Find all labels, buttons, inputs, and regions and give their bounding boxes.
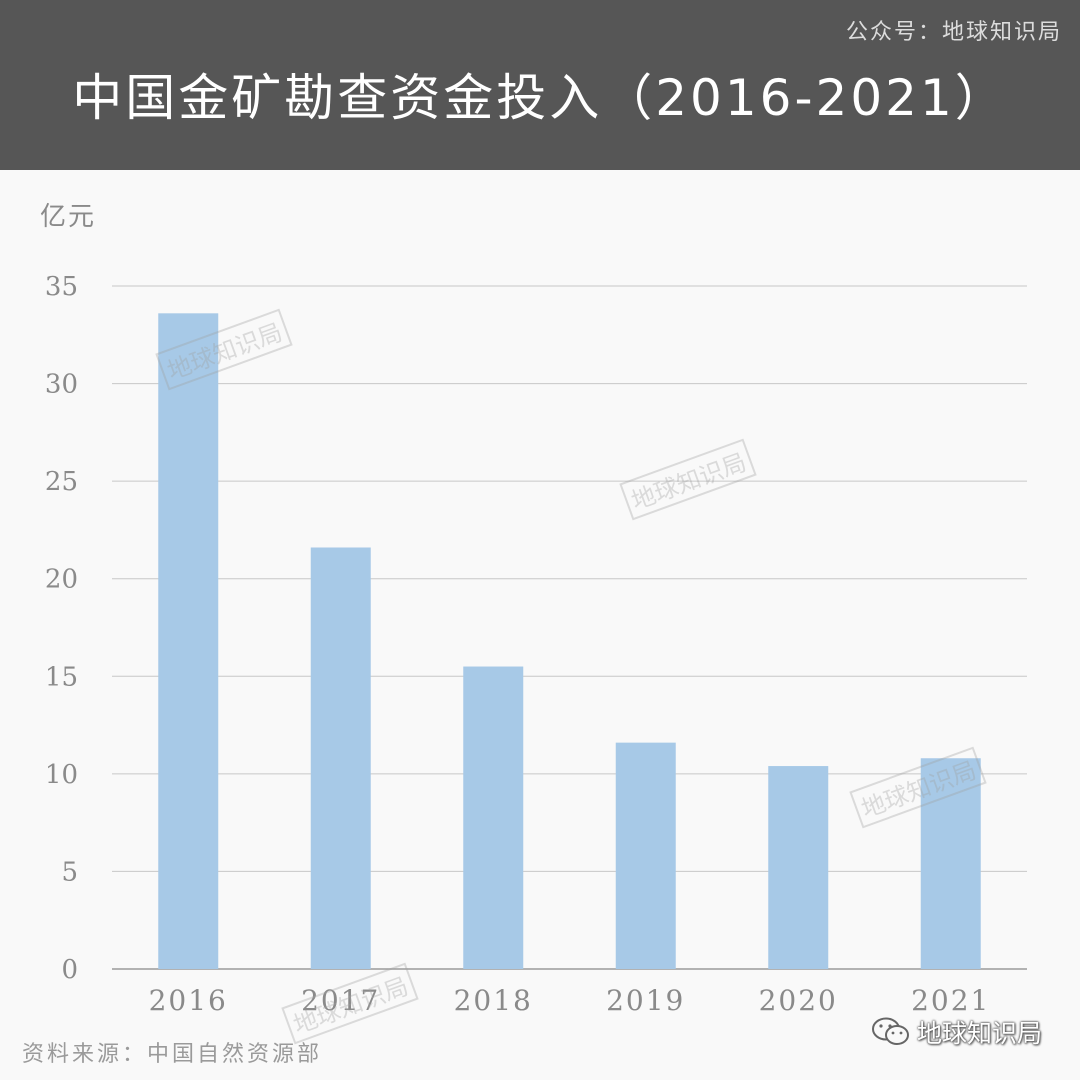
account-label: 公众号：地球知识局 bbox=[845, 20, 1062, 45]
y-tick-label: 5 bbox=[61, 857, 78, 887]
y-tick-label: 20 bbox=[45, 565, 78, 595]
x-tick-label: 2017 bbox=[301, 984, 380, 1017]
y-tick-label: 30 bbox=[45, 370, 78, 400]
bar bbox=[920, 758, 981, 969]
x-tick-label: 2019 bbox=[606, 984, 685, 1017]
bar bbox=[768, 766, 829, 969]
y-tick-label: 0 bbox=[61, 955, 78, 985]
brand-logo-text: 地球知识局 bbox=[916, 1019, 1042, 1048]
wechat-icon bbox=[871, 1017, 909, 1045]
source-note: 资料来源：中国自然资源部 bbox=[22, 1042, 323, 1067]
bar bbox=[615, 742, 676, 969]
x-tick-label: 2018 bbox=[454, 984, 533, 1017]
y-tick-label: 10 bbox=[45, 760, 78, 790]
bar bbox=[158, 313, 219, 969]
x-tick-label: 2016 bbox=[149, 984, 228, 1017]
chart-title: 中国金矿勘查资金投入（2016-2021） bbox=[72, 69, 1008, 127]
brand-logo: 地球知识局 bbox=[871, 1014, 1042, 1050]
y-axis-unit-label: 亿元 bbox=[40, 202, 97, 232]
y-tick-label: 35 bbox=[45, 272, 78, 302]
bar bbox=[310, 547, 371, 969]
y-tick-label: 15 bbox=[45, 662, 78, 692]
y-tick-label: 25 bbox=[45, 467, 78, 497]
x-tick-label: 2020 bbox=[759, 984, 838, 1017]
bar bbox=[463, 666, 524, 969]
x-tick-label: 2021 bbox=[911, 984, 990, 1017]
title-banner: 公众号：地球知识局 中国金矿勘查资金投入（2016-2021） bbox=[0, 0, 1080, 170]
